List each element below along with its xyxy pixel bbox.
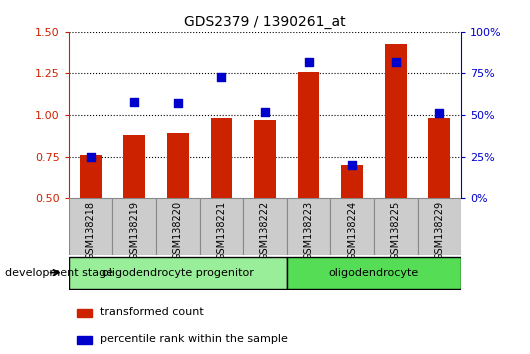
Point [304,59,313,65]
Bar [123,135,145,198]
Point [392,59,400,65]
FancyBboxPatch shape [330,198,374,255]
Bar [210,118,232,198]
Text: transformed count: transformed count [100,307,204,317]
Text: GSM138219: GSM138219 [129,201,139,260]
FancyBboxPatch shape [287,198,330,255]
Text: GSM138225: GSM138225 [391,201,401,260]
Point [348,162,356,168]
FancyBboxPatch shape [69,198,112,255]
Text: percentile rank within the sample: percentile rank within the sample [100,334,288,344]
Text: GSM138229: GSM138229 [434,201,444,260]
Text: development stage: development stage [5,268,113,278]
Bar [428,118,450,198]
FancyBboxPatch shape [156,198,200,255]
Bar [167,133,189,198]
Bar [80,155,102,198]
Bar [341,165,363,198]
FancyBboxPatch shape [418,198,461,255]
Point [86,154,95,159]
FancyBboxPatch shape [374,198,418,255]
Text: GSM138224: GSM138224 [347,201,357,260]
Point [130,99,138,104]
Text: GSM138218: GSM138218 [86,201,96,260]
Text: oligodendrocyte progenitor: oligodendrocyte progenitor [102,268,254,278]
Text: GSM138223: GSM138223 [304,201,314,260]
Point [435,110,444,116]
Point [174,101,182,106]
FancyBboxPatch shape [112,198,156,255]
FancyBboxPatch shape [287,257,461,289]
FancyBboxPatch shape [243,198,287,255]
Bar [254,120,276,198]
Text: GSM138222: GSM138222 [260,201,270,260]
Text: GSM138221: GSM138221 [216,201,226,260]
Point [261,109,269,115]
Bar [298,72,320,198]
Text: oligodendrocyte: oligodendrocyte [329,268,419,278]
Point [217,74,226,80]
Bar [77,309,92,317]
Title: GDS2379 / 1390261_at: GDS2379 / 1390261_at [184,16,346,29]
Bar [385,44,407,198]
FancyBboxPatch shape [200,198,243,255]
Bar [77,336,92,344]
Text: GSM138220: GSM138220 [173,201,183,260]
FancyBboxPatch shape [69,257,287,289]
